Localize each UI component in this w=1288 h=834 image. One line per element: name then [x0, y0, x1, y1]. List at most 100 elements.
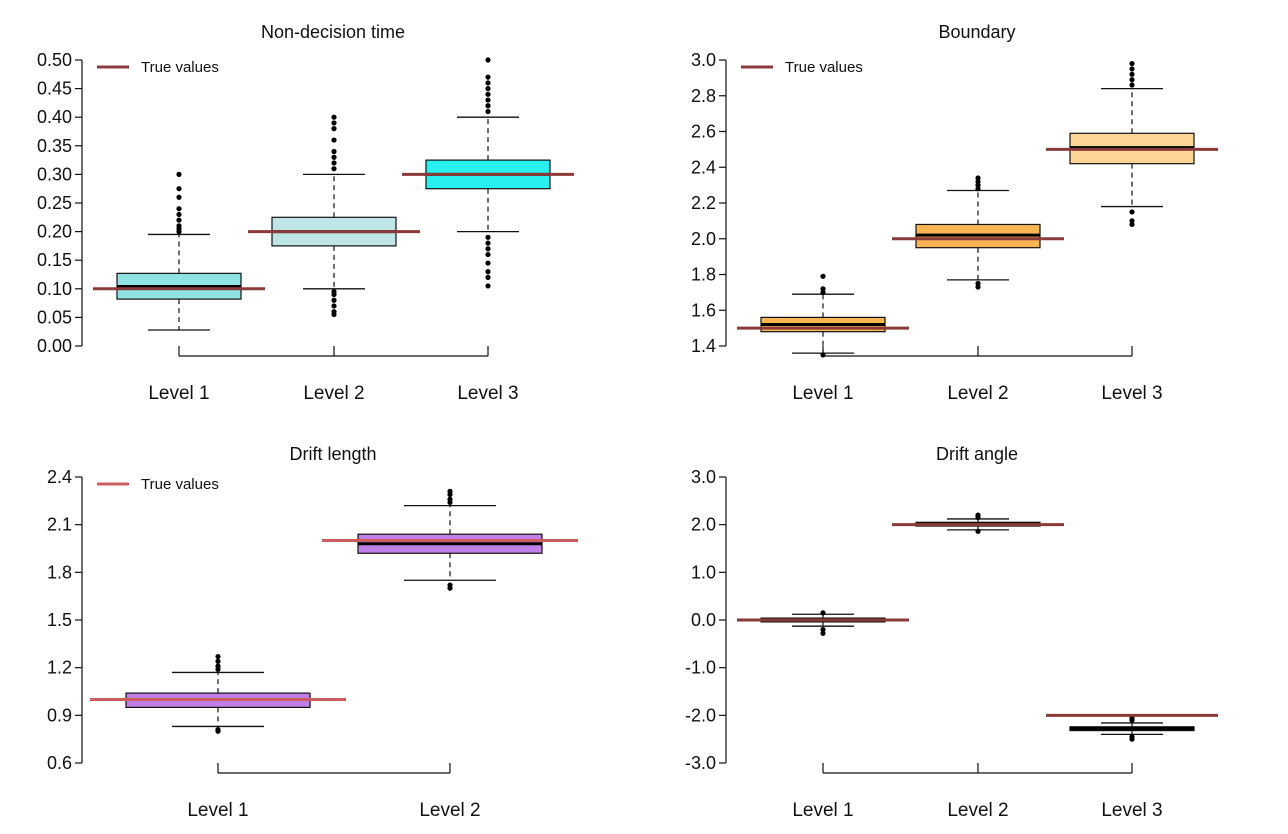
- y-tick-label: -2.0: [685, 705, 716, 725]
- y-tick-label: 2.8: [691, 86, 716, 106]
- y-tick-label: 1.8: [691, 265, 716, 285]
- chart-panel-4: Drift angle -3.0 -2.0 -1.0 0.0 1.0 2.0 3.0 Level…: [685, 444, 1218, 821]
- outlier-point: [1129, 82, 1135, 88]
- y-tick-label: 2.1: [47, 515, 72, 535]
- y-tick-label: 0.05: [37, 307, 72, 327]
- outlier-point: [176, 211, 182, 218]
- y-tick-label: 1.0: [691, 562, 716, 582]
- outlier-point: [485, 260, 491, 266]
- x-tick-label: Level 3: [1101, 800, 1162, 821]
- legend: True values: [97, 476, 219, 493]
- legend: True values: [97, 59, 219, 76]
- outlier-point: [975, 512, 981, 518]
- outlier-point: [485, 283, 491, 289]
- outlier-point: [331, 137, 337, 143]
- y-tick-label: 3.0: [691, 50, 716, 70]
- y-tick-label: 0.30: [37, 164, 72, 184]
- x-tick-label: Level 2: [303, 383, 364, 404]
- outlier-point: [176, 186, 182, 192]
- x-tick-label: Level 2: [947, 800, 1008, 821]
- outlier-point: [975, 186, 981, 192]
- outlier-point: [820, 286, 826, 292]
- outlier-point: [1129, 71, 1135, 77]
- outlier-point: [485, 251, 491, 258]
- box-1: [737, 273, 909, 358]
- y-tick-label: 2.4: [47, 467, 72, 487]
- outlier-point: [975, 284, 981, 290]
- outlier-point: [447, 488, 453, 494]
- outlier-point: [215, 727, 221, 733]
- outlier-point: [975, 528, 981, 534]
- y-tick-label: 1.2: [47, 658, 72, 678]
- outlier-point: [447, 582, 453, 588]
- y-tick-label: 1.8: [47, 562, 72, 582]
- outlier-point: [215, 653, 221, 660]
- y-tick-label: 0.0: [691, 610, 716, 630]
- outlier-point: [485, 108, 491, 115]
- outlier-point: [485, 274, 491, 280]
- outlier-point: [331, 309, 337, 315]
- box-1: [93, 171, 265, 331]
- outlier-point: [820, 630, 826, 636]
- y-tick-label: 0.50: [37, 50, 72, 70]
- chart-title: Drift angle: [936, 444, 1018, 464]
- outlier-point: [331, 303, 337, 309]
- chart-title: Drift length: [289, 444, 376, 464]
- outlier-point: [1129, 221, 1135, 228]
- outlier-point: [975, 280, 981, 287]
- outlier-point: [331, 297, 337, 303]
- outlier-point: [331, 148, 337, 155]
- y-tick-label: 0.00: [37, 336, 72, 356]
- outlier-point: [820, 610, 826, 616]
- outlier-point: [1129, 60, 1135, 67]
- y-tick-label: 0.40: [37, 107, 72, 127]
- y-tick-label: 2.0: [691, 515, 716, 535]
- outlier-point: [1129, 77, 1135, 83]
- outlier-point: [447, 496, 453, 502]
- y-tick-label: 0.15: [37, 250, 72, 270]
- outlier-point: [485, 246, 491, 252]
- outlier-point: [1129, 209, 1135, 215]
- outlier-point: [485, 86, 491, 92]
- x-tick-label: Level 1: [792, 383, 853, 404]
- y-tick-label: 0.35: [37, 136, 72, 156]
- legend-label: True values: [141, 476, 219, 493]
- outlier-point: [975, 178, 981, 185]
- outlier-point: [1129, 218, 1135, 224]
- box-2: [322, 488, 578, 591]
- y-tick-label: 1.4: [691, 336, 716, 356]
- y-tick-label: 0.25: [37, 193, 72, 213]
- outlier-point: [820, 626, 826, 633]
- outlier-point: [331, 160, 337, 166]
- x-tick-label: Level 1: [187, 800, 248, 821]
- chart-panel-3: Drift length 0.6 0.9 1.2 1.5 1.8 2.1 2.4 Level 1…: [47, 444, 578, 821]
- outlier-point: [176, 194, 182, 200]
- outlier-point: [331, 114, 337, 120]
- box-1: [90, 653, 346, 734]
- outlier-point: [176, 223, 182, 229]
- outlier-point: [331, 120, 337, 126]
- legend-label: True values: [785, 59, 863, 76]
- y-tick-label: 2.6: [691, 122, 716, 142]
- x-tick-label: Level 1: [792, 800, 853, 821]
- outlier-point: [485, 91, 491, 97]
- outlier-point: [485, 103, 491, 109]
- outlier-point: [485, 269, 491, 275]
- legend-label: True values: [141, 59, 219, 76]
- box-2: [892, 175, 1064, 290]
- outlier-point: [215, 658, 221, 664]
- outlier-point: [820, 352, 826, 358]
- y-tick-label: 2.2: [691, 193, 716, 213]
- outlier-point: [331, 289, 337, 295]
- y-tick-label: 1.5: [47, 610, 72, 630]
- chart-panel-2: Boundary 1.4 1.6 1.8 2.0 2.2 2.4 2.6 2.8 3.0 Level…: [691, 22, 1218, 404]
- y-tick-label: 0.6: [47, 753, 72, 773]
- y-tick-label: -1.0: [685, 658, 716, 678]
- box-3: [1046, 713, 1218, 742]
- y-tick-label: 3.0: [691, 467, 716, 487]
- outlier-point: [176, 206, 182, 212]
- box-2: [892, 512, 1064, 534]
- outlier-point: [820, 273, 826, 279]
- outlier-point: [485, 97, 491, 103]
- outlier-point: [485, 57, 491, 63]
